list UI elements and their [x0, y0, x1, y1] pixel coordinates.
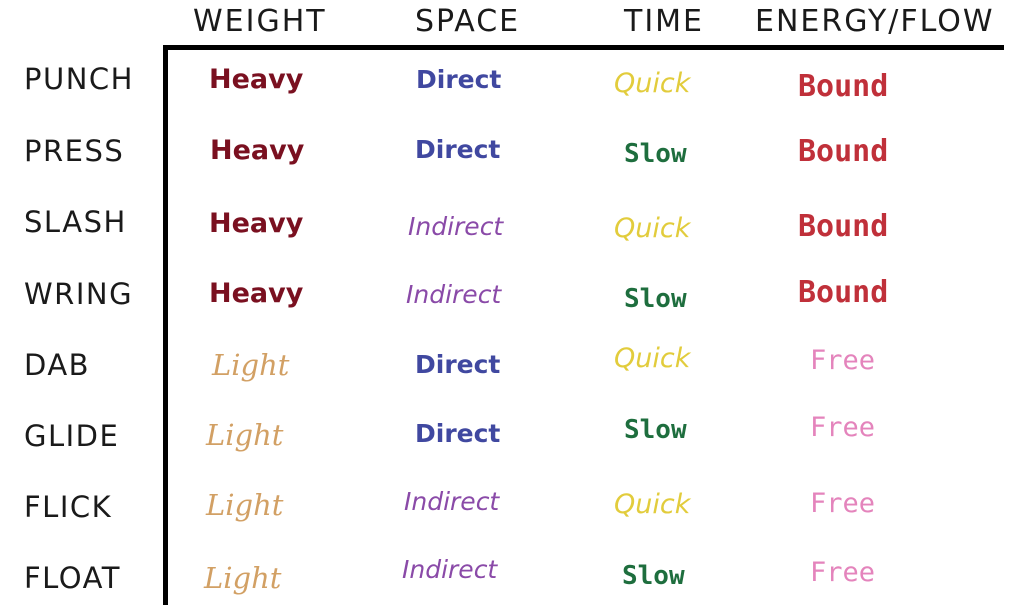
cell-flick-flow: Free	[810, 488, 876, 519]
cell-press-space: Direct	[415, 135, 501, 164]
cell-float-weight: Light	[204, 561, 282, 595]
header-energy-flow: ENERGY/FLOW	[755, 4, 995, 39]
header-space: SPACE	[415, 4, 521, 39]
header-time: TIME	[624, 4, 705, 39]
cell-press-flow: Bound	[798, 134, 889, 169]
row-label-dab: DAB	[24, 348, 91, 382]
cell-slash-time: Quick	[614, 213, 691, 244]
cell-glide-space: Direct	[415, 419, 501, 448]
cell-wring-space: Indirect	[406, 280, 502, 309]
cell-punch-flow: Bound	[798, 69, 889, 104]
cell-flick-space: Indirect	[404, 487, 500, 516]
cell-slash-space: Indirect	[408, 212, 504, 241]
cell-dab-time: Quick	[614, 343, 691, 374]
cell-slash-weight: Heavy	[209, 208, 304, 239]
header-divider	[163, 45, 1004, 50]
row-label-wring: WRING	[24, 277, 134, 311]
row-label-punch: PUNCH	[24, 62, 134, 96]
row-label-flick: FLICK	[24, 490, 113, 524]
cell-dab-flow: Free	[810, 345, 876, 376]
cell-glide-weight: Light	[206, 418, 284, 452]
cell-flick-weight: Light	[206, 488, 284, 522]
cell-punch-space: Direct	[416, 65, 502, 94]
row-label-slash: SLASH	[24, 205, 127, 239]
row-label-glide: GLIDE	[24, 419, 120, 453]
cell-punch-weight: Heavy	[209, 64, 304, 95]
cell-press-time: Slow	[624, 139, 687, 169]
cell-dab-weight: Light	[212, 348, 290, 382]
row-label-float: FLOAT	[24, 561, 121, 595]
cell-glide-flow: Free	[810, 412, 876, 443]
cell-dab-space: Direct	[415, 350, 501, 379]
cell-float-time: Slow	[622, 561, 685, 591]
cell-punch-time: Quick	[614, 68, 691, 99]
cell-press-weight: Heavy	[210, 135, 305, 166]
cell-slash-flow: Bound	[798, 209, 889, 244]
cell-float-flow: Free	[810, 557, 876, 588]
cell-wring-time: Slow	[624, 284, 687, 314]
cell-glide-time: Slow	[624, 415, 687, 445]
header-weight: WEIGHT	[193, 4, 327, 39]
cell-float-space: Indirect	[402, 555, 498, 584]
cell-wring-weight: Heavy	[209, 278, 304, 309]
cell-flick-time: Quick	[614, 489, 691, 520]
row-label-press: PRESS	[24, 134, 125, 168]
cell-wring-flow: Bound	[798, 275, 889, 310]
label-divider	[163, 45, 168, 605]
